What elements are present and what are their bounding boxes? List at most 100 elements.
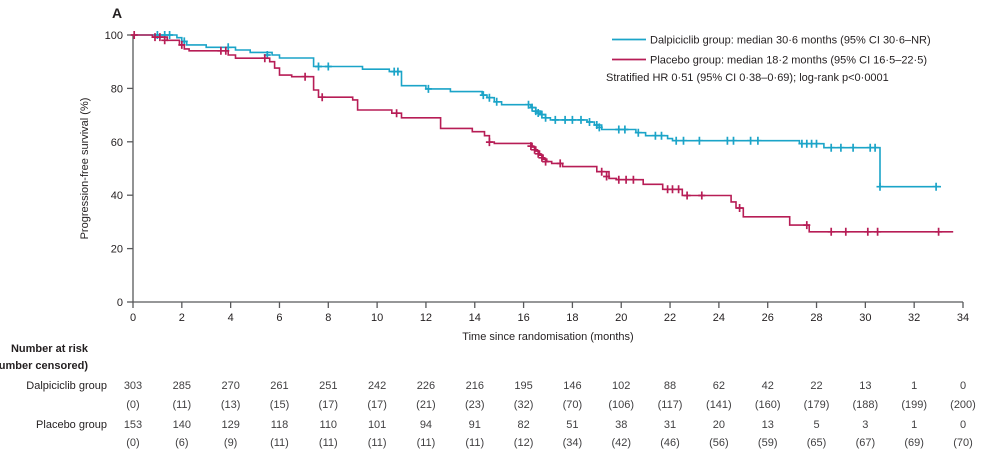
- x-tick-label: 2: [179, 312, 185, 324]
- x-tick-label: 0: [130, 312, 136, 324]
- censored-value: (21): [416, 399, 436, 411]
- at-risk-value: 1: [911, 380, 917, 392]
- y-tick-label: 0: [117, 297, 123, 309]
- censored-value: (188): [853, 399, 879, 411]
- at-risk-value: 101: [368, 419, 386, 431]
- x-axis-ticks: 0 2 4 6 8 10 12 14 16 18 20 22 24 26 28 30 32 34: [130, 302, 969, 324]
- censored-value: (12): [514, 437, 534, 449]
- at-risk-value: 0: [960, 419, 966, 431]
- at-risk-value: 242: [368, 380, 386, 392]
- censored-value: (67): [856, 437, 876, 449]
- censored-value: (9): [224, 437, 237, 449]
- table-title: Number at risk: [11, 343, 89, 355]
- censored-value: (199): [901, 399, 927, 411]
- censor-marks-dalpiciclib: [153, 31, 940, 191]
- censored-value: (11): [270, 437, 289, 449]
- x-tick-label: 26: [762, 312, 774, 324]
- censored-value: (42): [611, 437, 631, 449]
- at-risk-value: 153: [124, 419, 142, 431]
- at-risk-value: 13: [762, 419, 774, 431]
- censored-value: (106): [608, 399, 634, 411]
- survival-curve-placebo: [130, 31, 954, 236]
- legend-label-placebo: Placebo group: median 18·2 months (95% C…: [650, 55, 927, 67]
- at-risk-value: 110: [320, 419, 338, 431]
- at-risk-value: 0: [960, 380, 966, 392]
- censored-value: (117): [658, 399, 683, 411]
- at-risk-value: 261: [270, 380, 288, 392]
- censored-value: (65): [807, 437, 827, 449]
- censored-value: (0): [126, 399, 139, 411]
- censored-value: (15): [270, 399, 290, 411]
- censored-value: (160): [755, 399, 781, 411]
- censored-value: (11): [172, 399, 191, 411]
- at-risk-value: 38: [615, 419, 627, 431]
- at-risk-value: 5: [813, 419, 819, 431]
- x-tick-label: 10: [371, 312, 383, 324]
- censored-value: (141): [706, 399, 732, 411]
- censored-value: (23): [465, 399, 485, 411]
- x-tick-label: 8: [325, 312, 331, 324]
- censored-value: (34): [563, 437, 583, 449]
- at-risk-value: 31: [664, 419, 676, 431]
- at-risk-value: 13: [859, 380, 871, 392]
- censored-value: (11): [368, 437, 387, 449]
- at-risk-value: 22: [810, 380, 822, 392]
- at-risk-value: 251: [319, 380, 337, 392]
- y-tick-label: 60: [111, 137, 123, 149]
- y-tick-label: 20: [111, 244, 123, 256]
- x-tick-label: 30: [859, 312, 871, 324]
- x-tick-label: 14: [469, 312, 481, 324]
- table-row-label: Dalpiciclib group: [26, 380, 107, 392]
- censored-value: (13): [221, 399, 241, 411]
- number-at-risk-table: Number at risk (number censored) Dalpicicl…: [0, 343, 976, 449]
- at-risk-value: 270: [221, 380, 239, 392]
- censored-value: (11): [417, 437, 436, 449]
- y-axis-ticks: 0 20 40 60 80 100: [105, 30, 133, 309]
- at-risk-value: 3: [862, 419, 868, 431]
- at-risk-value: 226: [417, 380, 435, 392]
- at-risk-value: 42: [762, 380, 774, 392]
- censored-value: (11): [465, 437, 484, 449]
- censored-value: (17): [319, 399, 339, 411]
- censored-value: (179): [804, 399, 830, 411]
- censored-value: (11): [319, 437, 338, 449]
- x-tick-label: 32: [908, 312, 920, 324]
- at-risk-value: 102: [612, 380, 630, 392]
- censored-value: (46): [660, 437, 680, 449]
- at-risk-value: 62: [713, 380, 725, 392]
- censored-value: (59): [758, 437, 778, 449]
- table-subtitle: (number censored): [0, 360, 88, 372]
- censored-value: (56): [709, 437, 729, 449]
- hr-annotation: Stratified HR 0·51 (95% CI 0·38–0·69); l…: [606, 72, 889, 84]
- censored-value: (0): [126, 437, 139, 449]
- x-tick-label: 16: [517, 312, 529, 324]
- x-tick-label: 34: [957, 312, 969, 324]
- censored-value: (200): [950, 399, 976, 411]
- at-risk-value: 82: [517, 419, 529, 431]
- legend: Dalpiciclib group: median 30·6 months (9…: [606, 35, 931, 85]
- at-risk-value: 88: [664, 380, 676, 392]
- censored-value: (17): [367, 399, 387, 411]
- censored-value: (6): [175, 437, 188, 449]
- y-tick-label: 40: [111, 190, 123, 202]
- censored-value: (69): [904, 437, 924, 449]
- at-risk-value: 94: [420, 419, 432, 431]
- x-tick-label: 22: [664, 312, 676, 324]
- x-tick-label: 20: [615, 312, 627, 324]
- at-risk-value: 129: [221, 419, 239, 431]
- x-tick-label: 6: [276, 312, 282, 324]
- at-risk-value: 303: [124, 380, 142, 392]
- at-risk-value: 91: [469, 419, 481, 431]
- table-row-label: Placebo group: [36, 419, 107, 431]
- x-tick-label: 12: [420, 312, 432, 324]
- y-tick-label: 80: [111, 83, 123, 95]
- at-risk-value: 20: [713, 419, 725, 431]
- at-risk-value: 285: [173, 380, 191, 392]
- panel-label: A: [112, 5, 123, 21]
- at-risk-value: 146: [563, 380, 581, 392]
- at-risk-value: 118: [271, 419, 289, 431]
- survival-curve-dalpiciclib: [133, 31, 941, 191]
- legend-label-dalpiciclib: Dalpiciclib group: median 30·6 months (9…: [650, 35, 931, 47]
- axes: [132, 35, 963, 303]
